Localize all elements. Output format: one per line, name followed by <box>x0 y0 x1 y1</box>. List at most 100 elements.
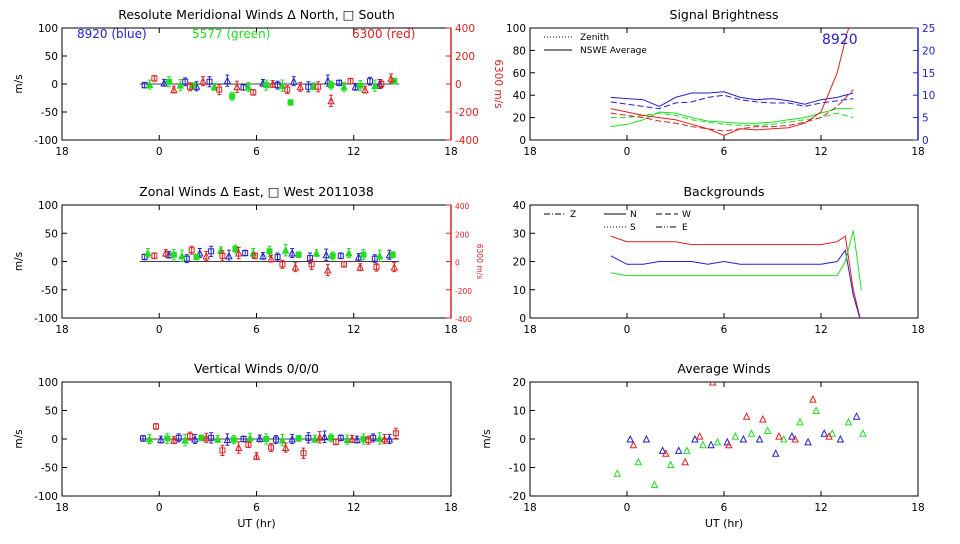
chart-meridional: Resolute Meridional Winds Δ North, □ Sou… <box>13 7 504 158</box>
data-marker <box>278 436 287 444</box>
data-marker <box>295 435 302 442</box>
x-tick-label: 12 <box>814 502 827 514</box>
y-tick-label: -100 <box>34 135 58 147</box>
data-marker <box>251 252 258 259</box>
y2-tick-label: 5 <box>922 113 929 125</box>
data-marker <box>202 251 211 260</box>
y-tick-label: 50 <box>45 51 58 63</box>
y2-axis-label: 6300 m/s <box>475 244 484 279</box>
data-marker <box>190 82 197 89</box>
legend-label: 8920 (blue) <box>77 27 147 41</box>
series-annotation: 8920 <box>822 32 858 48</box>
data-marker <box>373 264 380 271</box>
data-marker <box>742 412 751 420</box>
y-tick-label: -50 <box>41 285 58 297</box>
y-tick-label: -20 <box>509 491 526 503</box>
x-tick-label: 6 <box>721 502 728 514</box>
y2-tick-label: 15 <box>922 68 935 80</box>
y2-tick-label: 400 <box>455 202 470 211</box>
series-line <box>610 112 854 126</box>
data-marker <box>208 248 215 255</box>
y-tick-label: 0 <box>519 434 526 446</box>
data-marker <box>230 436 237 443</box>
data-marker <box>223 76 232 85</box>
data-marker <box>281 246 290 254</box>
data-marker <box>747 429 756 437</box>
data-marker <box>250 89 257 96</box>
data-marker <box>361 85 369 94</box>
data-marker <box>315 83 322 90</box>
data-marker <box>252 451 261 460</box>
chart-vertical: Vertical Winds 0/0/0 18 0 6 12 18 100 50 0 -50 -10… <box>13 361 458 530</box>
series-line <box>610 28 850 137</box>
legend-label: NSWE Average <box>580 46 647 56</box>
x-tick-label: 18 <box>911 502 924 514</box>
y2-tick-label: 400 <box>455 23 475 35</box>
data-marker <box>812 406 820 414</box>
data-marker <box>259 251 267 260</box>
y-tick-label: 10 <box>513 406 526 418</box>
data-marker <box>329 252 336 259</box>
x-tick-label: 18 <box>444 324 457 336</box>
data-marker <box>328 82 335 89</box>
data-marker <box>626 434 635 443</box>
data-marker <box>284 86 291 93</box>
data-marker <box>193 253 200 260</box>
data-marker <box>240 84 247 91</box>
data-marker <box>328 434 335 441</box>
data-marker <box>210 82 219 91</box>
data-marker <box>844 417 853 426</box>
data-marker <box>771 449 780 457</box>
data-marker <box>234 443 243 452</box>
data-marker <box>160 78 168 87</box>
series-line <box>610 91 854 107</box>
data-marker <box>695 432 704 440</box>
plot-frame <box>529 27 919 141</box>
data-marker <box>161 248 170 257</box>
x-axis-label: UT (hr) <box>705 517 743 530</box>
data-marker <box>287 99 294 106</box>
data-marker <box>208 434 215 441</box>
data-marker <box>804 437 812 446</box>
x-tick-label: 12 <box>814 146 827 158</box>
data-marker <box>291 263 300 271</box>
data-marker <box>223 435 232 444</box>
plot-area <box>139 244 400 277</box>
x-tick-label: 0 <box>624 146 631 158</box>
data-marker <box>658 446 667 454</box>
data-marker <box>242 250 249 257</box>
data-marker <box>371 81 379 90</box>
y-tick-label: -50 <box>41 463 58 475</box>
plot-area <box>610 28 854 137</box>
data-marker <box>353 435 361 444</box>
data-marker <box>322 250 331 259</box>
data-marker <box>289 77 298 85</box>
data-marker <box>244 82 253 91</box>
data-marker <box>145 80 154 89</box>
data-marker <box>182 78 189 85</box>
data-marker <box>351 82 360 91</box>
data-marker <box>308 261 315 268</box>
data-marker <box>681 457 690 466</box>
y-axis-label: m/s <box>13 74 25 93</box>
data-marker <box>157 435 165 444</box>
data-marker <box>324 265 332 274</box>
data-marker <box>274 253 281 260</box>
y-tick-label: 100 <box>38 23 58 35</box>
data-marker <box>281 443 290 452</box>
y2-tick-label: 0 <box>455 79 462 91</box>
data-marker <box>324 76 332 85</box>
data-marker <box>674 446 683 454</box>
series-line <box>610 94 854 110</box>
data-marker <box>707 440 715 449</box>
data-marker <box>763 426 772 434</box>
data-marker <box>809 394 817 403</box>
data-marker <box>288 248 296 257</box>
x-tick-label: 18 <box>55 502 68 514</box>
data-marker <box>199 77 207 85</box>
plot-area <box>610 230 862 318</box>
x-tick-label: 0 <box>624 324 631 336</box>
